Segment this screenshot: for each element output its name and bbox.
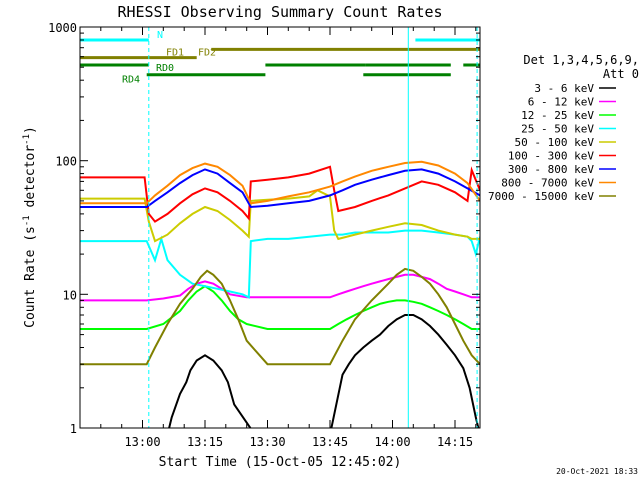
legend-header-detectors: Det 1,3,4,5,6,9, xyxy=(523,53,639,67)
axis-ticks: 13:00 13:15 13:30 13:45 14:00 14:15 1 10 100 1000 xyxy=(48,21,480,449)
generation-timestamp: 20-Oct-2021 18:33 xyxy=(556,467,638,476)
legend-label-25-50-kev: 25 - 50 keV xyxy=(521,123,594,136)
x-tick-label: 13:15 xyxy=(187,435,223,449)
vertical-markers xyxy=(148,27,478,428)
state-bar-label-rd0: RD0 xyxy=(156,63,174,74)
series-line-800-7000-kev xyxy=(80,160,480,205)
y-tick-label: 1000 xyxy=(48,21,77,35)
state-bar-label-rd4: RD4 xyxy=(122,75,140,86)
series-line-50-100-kev xyxy=(80,189,480,243)
x-axis-label: Start Time (15-Oct-05 12:45:02) xyxy=(159,455,402,470)
x-tick-label: 14:00 xyxy=(374,435,410,449)
plot-frame xyxy=(79,26,481,429)
x-tick-label: 13:00 xyxy=(124,435,160,449)
series-line-7000-15000-kev xyxy=(80,267,480,366)
chart-title: RHESSI Observing Summary Count Rates xyxy=(117,3,442,21)
y-tick-label: 100 xyxy=(55,155,77,169)
series-line-100-300-kev xyxy=(80,165,480,223)
y-tick-label: 10 xyxy=(63,288,77,302)
legend-label-300-800-kev: 300 - 800 keV xyxy=(508,163,594,176)
legend-label-3-6-kev: 3 - 6 keV xyxy=(534,82,594,95)
series-line-3-6-kev xyxy=(168,314,480,428)
series-line-25-50-kev xyxy=(80,229,480,299)
series-line-12-25-kev xyxy=(80,285,480,330)
legend-label-12-25-kev: 12 - 25 keV xyxy=(521,109,594,122)
x-tick-label: 13:30 xyxy=(249,435,285,449)
y-tick-label: 1 xyxy=(70,422,77,436)
state-bar-label-fd2: FD2 xyxy=(198,48,216,59)
legend-header-attenuator: Att 0 xyxy=(603,67,639,81)
y-axis-label: Count Rate (s-1 detector-1) xyxy=(22,126,38,328)
series-line-6-12-kev xyxy=(80,273,480,302)
legend-label-50-100-kev: 50 - 100 keV xyxy=(515,136,595,149)
legend-label-7000-15000-kev: 7000 - 15000 keV xyxy=(488,190,594,203)
series-line-300-800-kev xyxy=(80,168,480,209)
state-bar-label-fd1: FD1 xyxy=(166,47,184,58)
legend-label-6-12-kev: 6 - 12 keV xyxy=(528,96,595,109)
series-group xyxy=(80,160,480,428)
x-tick-label: 13:45 xyxy=(312,435,348,449)
state-bar-label-n: N xyxy=(157,30,163,41)
legend-label-100-300-kev: 100 - 300 keV xyxy=(508,150,594,163)
legend-label-800-7000-kev: 800 - 7000 keV xyxy=(501,177,594,190)
x-tick-label: 14:15 xyxy=(437,435,473,449)
